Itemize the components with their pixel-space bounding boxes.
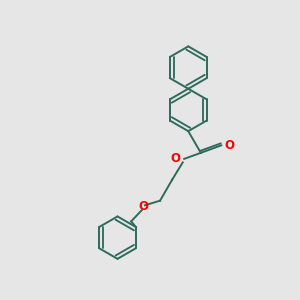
Text: O: O	[224, 139, 235, 152]
Text: O: O	[171, 152, 181, 165]
Text: O: O	[138, 200, 148, 213]
